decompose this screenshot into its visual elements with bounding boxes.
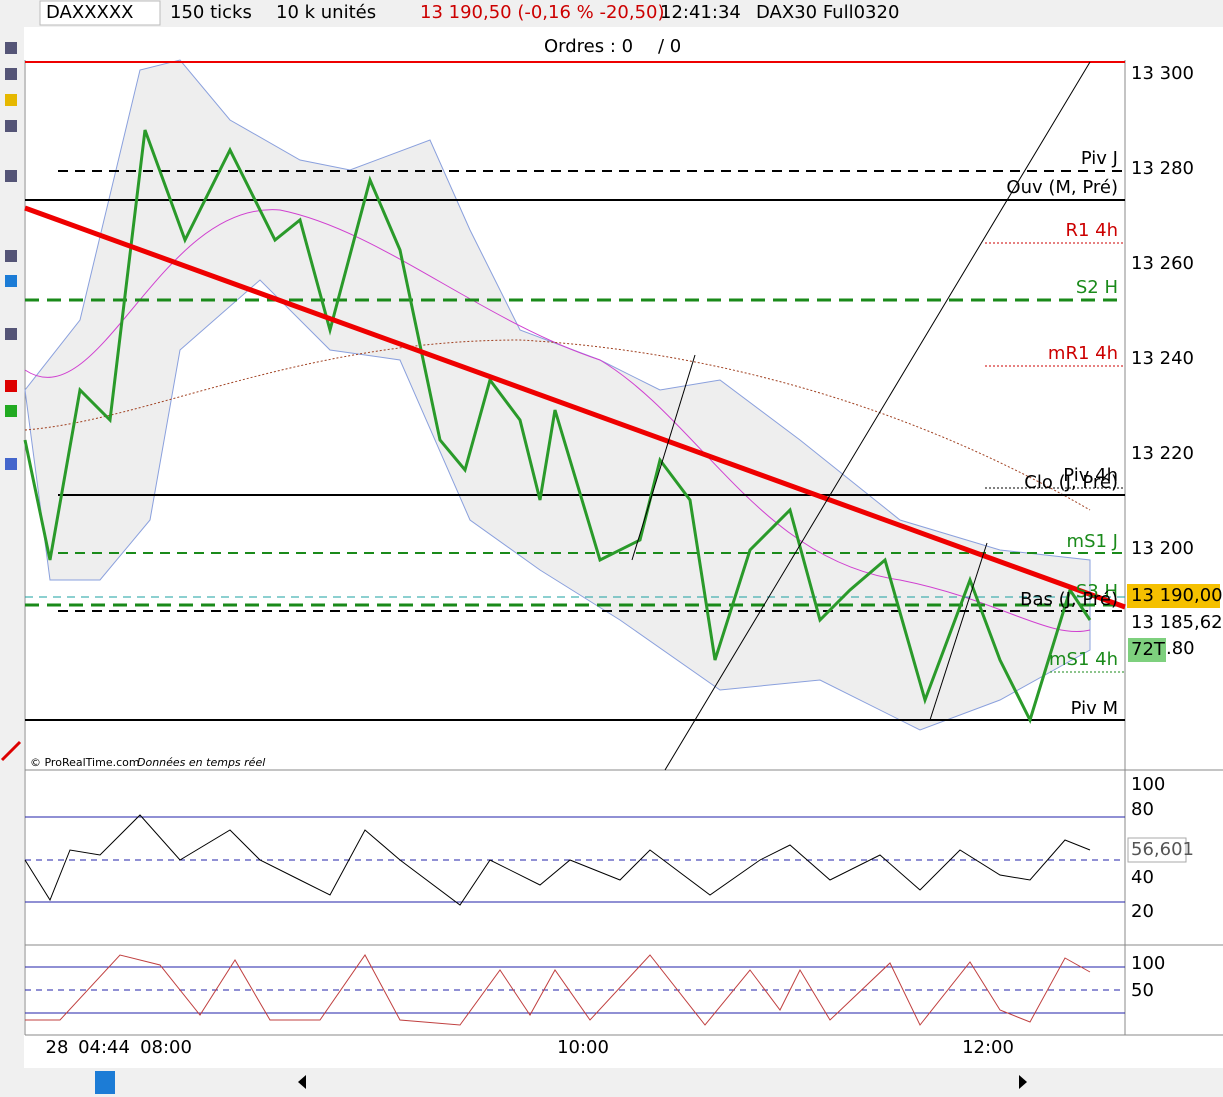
- level-label: S3 H: [1076, 581, 1118, 602]
- trendline[interactable]: [24, 205, 1126, 610]
- rsi-tick-label: 20: [1131, 901, 1154, 922]
- quote: 13 190,50 (-0,16 % -20,50): [420, 2, 665, 23]
- stoch-line: [25, 954, 1091, 1026]
- bollinger-band: [24, 59, 1091, 731]
- trendline[interactable]: [664, 61, 1091, 771]
- rsi-tick-label: 100: [1131, 774, 1165, 795]
- side-toolbar: [0, 27, 24, 1070]
- toolbar: [0, 0, 1223, 27]
- level-label: mS1 J: [1067, 531, 1118, 552]
- count-box: [1128, 638, 1166, 662]
- last-box: [1127, 584, 1220, 608]
- tool-button[interactable]: [95, 1071, 115, 1094]
- instrument: DAX30 Full0320: [756, 2, 899, 23]
- rsi-tick-label: 40: [1131, 867, 1154, 888]
- level-label: S2 H: [1076, 277, 1118, 298]
- time-tick-label: 04:44: [78, 1037, 130, 1058]
- ticks[interactable]: 150 ticks: [170, 2, 252, 23]
- level-label: mR1 4h: [1048, 343, 1118, 364]
- level-label: Clo (J, Pré): [1024, 472, 1118, 493]
- price: [23, 129, 1092, 725]
- ma: [24, 209, 1091, 632]
- rsi-line: [24, 814, 1091, 906]
- avg-price: 13 185,62: [1131, 612, 1223, 633]
- symbol[interactable]: DAXXXXX: [46, 2, 134, 23]
- ma-long: [24, 339, 1091, 511]
- scroll-left[interactable]: [298, 1075, 306, 1089]
- price-tick-label: 13 280: [1131, 158, 1194, 179]
- bottom-toolbar: [0, 1068, 1223, 1097]
- tools[interactable]: [0, 42, 22, 762]
- level-label: Piv J: [1081, 148, 1118, 169]
- trendline[interactable]: [631, 354, 696, 561]
- orders-total: / 0: [658, 36, 681, 57]
- symbol-box[interactable]: [39, 0, 161, 26]
- time-tick-label: 12:00: [962, 1037, 1014, 1058]
- level-label: Piv M: [1071, 698, 1118, 719]
- rsi-value: 56,601: [1131, 839, 1194, 860]
- scroll-right[interactable]: [1019, 1075, 1027, 1089]
- units[interactable]: 10 k unités: [276, 2, 376, 23]
- level-label: Bas (J, Pré): [1020, 589, 1118, 610]
- price-tick-label: 13 240: [1131, 348, 1194, 369]
- time-tick-label: 08:00: [140, 1037, 192, 1058]
- rsi-box: [1127, 837, 1187, 863]
- clock: 12:41:34: [660, 2, 741, 23]
- levels: [25, 61, 1125, 721]
- orders: Ordres : 0: [544, 36, 633, 57]
- price-tick-label: 13 200: [1131, 538, 1194, 559]
- rsi-tick-label: 80: [1131, 799, 1154, 820]
- level-label: R1 4h: [1065, 220, 1118, 241]
- stoch-tick-label: 100: [1131, 953, 1165, 974]
- tick-count: 72T: [1131, 639, 1166, 660]
- price-tick-label: 13 220: [1131, 443, 1194, 464]
- price-tick-label: 13 260: [1131, 253, 1194, 274]
- stoch-tick-label: 50: [1131, 980, 1154, 1001]
- trendline[interactable]: [929, 542, 988, 721]
- time-tick-label: 10:00: [557, 1037, 609, 1058]
- level-label: mS1 4h: [1049, 649, 1118, 670]
- time-tick-label: 28: [46, 1037, 69, 1058]
- level-label: Ouv (M, Pré): [1006, 177, 1118, 198]
- feed: Données en temps réel: [137, 756, 265, 769]
- count-suffix: .80: [1166, 638, 1195, 659]
- price-tick-label: 13 300: [1131, 63, 1194, 84]
- level-label: Piv 4h: [1063, 465, 1118, 486]
- copyright: © ProRealTime.com: [30, 756, 140, 769]
- last-price: 13 190,00: [1131, 585, 1223, 606]
